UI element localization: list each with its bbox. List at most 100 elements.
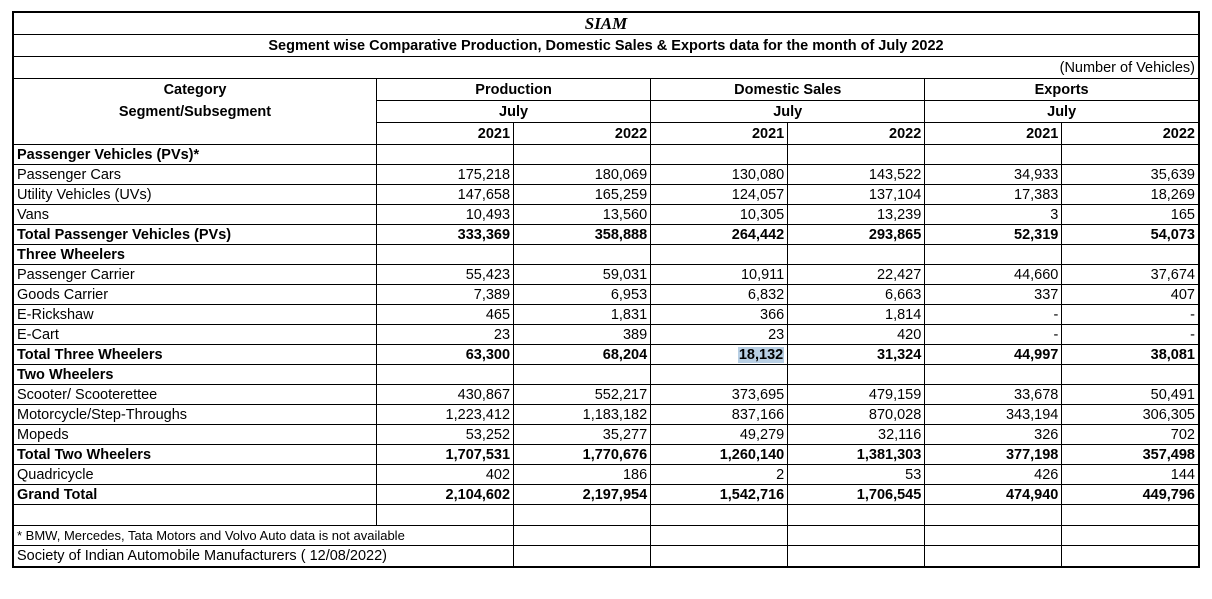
- domestic-sales-2022-cell[interactable]: 53: [787, 464, 926, 485]
- exports-2022-cell[interactable]: [1061, 144, 1200, 165]
- empty-cell[interactable]: [513, 525, 652, 546]
- exports-2022-cell[interactable]: 165: [1061, 204, 1200, 225]
- domestic-sales-2021-cell[interactable]: 1,260,140: [650, 444, 789, 465]
- exports-2021-header[interactable]: 2021: [924, 122, 1063, 145]
- domestic-sales-2022-cell[interactable]: 13,239: [787, 204, 926, 225]
- selected-text[interactable]: 18,132: [737, 346, 785, 363]
- empty-cell[interactable]: [375, 504, 515, 526]
- empty-cell[interactable]: [650, 545, 789, 568]
- domestic-sales-2021-cell[interactable]: 18,132: [650, 344, 789, 365]
- exports-header[interactable]: Exports: [924, 78, 1200, 101]
- domestic-sales-2022-cell[interactable]: [787, 144, 926, 165]
- production-2022-cell[interactable]: [513, 364, 652, 385]
- domestic-sales-2021-cell[interactable]: [650, 144, 789, 165]
- empty-cell[interactable]: [924, 525, 1063, 546]
- production-2021-cell[interactable]: [375, 244, 515, 265]
- domestic-sales-2022-cell[interactable]: 22,427: [787, 264, 926, 285]
- production-2022-cell[interactable]: 1,183,182: [513, 404, 652, 425]
- production-2022-cell[interactable]: 389: [513, 324, 652, 345]
- production-2022-cell[interactable]: 2,197,954: [513, 484, 652, 505]
- production-2022-cell[interactable]: 13,560: [513, 204, 652, 225]
- production-2021-cell[interactable]: 2,104,602: [375, 484, 515, 505]
- production-2022-cell[interactable]: [513, 144, 652, 165]
- segment-header[interactable]: Segment/Subsegment: [12, 100, 377, 123]
- exports-2021-cell[interactable]: 52,319: [924, 224, 1063, 245]
- domestic-sales-2022-cell[interactable]: [787, 244, 926, 265]
- empty-cell[interactable]: [1061, 504, 1200, 526]
- exports-2022-cell[interactable]: 18,269: [1061, 184, 1200, 205]
- source-text[interactable]: Society of Indian Automobile Manufacture…: [12, 545, 515, 568]
- domestic-sales-2021-cell[interactable]: 124,057: [650, 184, 789, 205]
- domestic-sales-2021-cell[interactable]: 49,279: [650, 424, 789, 445]
- exports-2022-cell[interactable]: 702: [1061, 424, 1200, 445]
- production-2022-cell[interactable]: 6,953: [513, 284, 652, 305]
- production-2022-cell[interactable]: 186: [513, 464, 652, 485]
- exports-2021-cell[interactable]: [924, 364, 1063, 385]
- empty-cell[interactable]: [513, 545, 652, 568]
- production-2021-cell[interactable]: 465: [375, 304, 515, 325]
- production-2021-cell[interactable]: 10,493: [375, 204, 515, 225]
- domestic-sales-2022-cell[interactable]: 137,104: [787, 184, 926, 205]
- row-label[interactable]: E-Rickshaw: [12, 304, 377, 325]
- exports-2022-cell[interactable]: 54,073: [1061, 224, 1200, 245]
- exports-2022-cell[interactable]: 144: [1061, 464, 1200, 485]
- row-label[interactable]: Three Wheelers: [12, 244, 377, 265]
- empty-cell[interactable]: [924, 504, 1063, 526]
- production-2021-cell[interactable]: 55,423: [375, 264, 515, 285]
- production-2021-header[interactable]: 2021: [375, 122, 515, 145]
- production-2021-cell[interactable]: 1,223,412: [375, 404, 515, 425]
- row-label[interactable]: Two Wheelers: [12, 364, 377, 385]
- domestic-sales-2021-cell[interactable]: 373,695: [650, 384, 789, 405]
- production-2021-cell[interactable]: 430,867: [375, 384, 515, 405]
- production-2021-cell[interactable]: 23: [375, 324, 515, 345]
- domestic-sales-2022-cell[interactable]: 143,522: [787, 164, 926, 185]
- production-2021-cell[interactable]: [375, 144, 515, 165]
- production-2022-header[interactable]: 2022: [513, 122, 652, 145]
- empty-cell[interactable]: [513, 504, 652, 526]
- exports-2022-cell[interactable]: [1061, 244, 1200, 265]
- domestic-sales-2021-cell[interactable]: [650, 364, 789, 385]
- domestic-sales-2022-cell[interactable]: 420: [787, 324, 926, 345]
- blank-header-cell[interactable]: [12, 122, 377, 145]
- domestic-sales-2021-cell[interactable]: 264,442: [650, 224, 789, 245]
- exports-2021-cell[interactable]: 44,997: [924, 344, 1063, 365]
- domestic-sales-2021-cell[interactable]: [650, 244, 789, 265]
- exports-2022-cell[interactable]: 449,796: [1061, 484, 1200, 505]
- exports-2021-cell[interactable]: 426: [924, 464, 1063, 485]
- domestic-sales-month[interactable]: July: [650, 100, 926, 123]
- row-label[interactable]: Mopeds: [12, 424, 377, 445]
- exports-2021-cell[interactable]: 326: [924, 424, 1063, 445]
- empty-cell[interactable]: [1061, 545, 1200, 568]
- exports-2021-cell[interactable]: 17,383: [924, 184, 1063, 205]
- domestic-sales-2021-cell[interactable]: 130,080: [650, 164, 789, 185]
- exports-2022-cell[interactable]: -: [1061, 304, 1200, 325]
- exports-2021-cell[interactable]: 33,678: [924, 384, 1063, 405]
- row-label[interactable]: Passenger Carrier: [12, 264, 377, 285]
- production-2022-cell[interactable]: 180,069: [513, 164, 652, 185]
- production-2021-cell[interactable]: 147,658: [375, 184, 515, 205]
- domestic-sales-2022-cell[interactable]: [787, 364, 926, 385]
- production-2022-cell[interactable]: [513, 244, 652, 265]
- exports-2021-cell[interactable]: 474,940: [924, 484, 1063, 505]
- production-2021-cell[interactable]: 53,252: [375, 424, 515, 445]
- row-label[interactable]: Scooter/ Scooterettee: [12, 384, 377, 405]
- empty-cell[interactable]: [924, 545, 1063, 568]
- exports-2022-cell[interactable]: [1061, 364, 1200, 385]
- exports-2021-cell[interactable]: 34,933: [924, 164, 1063, 185]
- exports-2022-cell[interactable]: 38,081: [1061, 344, 1200, 365]
- domestic-sales-2021-cell[interactable]: 2: [650, 464, 789, 485]
- exports-month[interactable]: July: [924, 100, 1200, 123]
- production-2022-cell[interactable]: 165,259: [513, 184, 652, 205]
- exports-2021-cell[interactable]: -: [924, 324, 1063, 345]
- domestic-sales-2022-cell[interactable]: 1,814: [787, 304, 926, 325]
- empty-cell[interactable]: [787, 525, 926, 546]
- production-2022-cell[interactable]: 1,831: [513, 304, 652, 325]
- row-label[interactable]: Quadricycle: [12, 464, 377, 485]
- production-2022-cell[interactable]: 59,031: [513, 264, 652, 285]
- exports-2021-cell[interactable]: 3: [924, 204, 1063, 225]
- production-2022-cell[interactable]: 552,217: [513, 384, 652, 405]
- row-label[interactable]: Total Three Wheelers: [12, 344, 377, 365]
- exports-2022-cell[interactable]: 50,491: [1061, 384, 1200, 405]
- production-2021-cell[interactable]: 1,707,531: [375, 444, 515, 465]
- exports-2022-cell[interactable]: 37,674: [1061, 264, 1200, 285]
